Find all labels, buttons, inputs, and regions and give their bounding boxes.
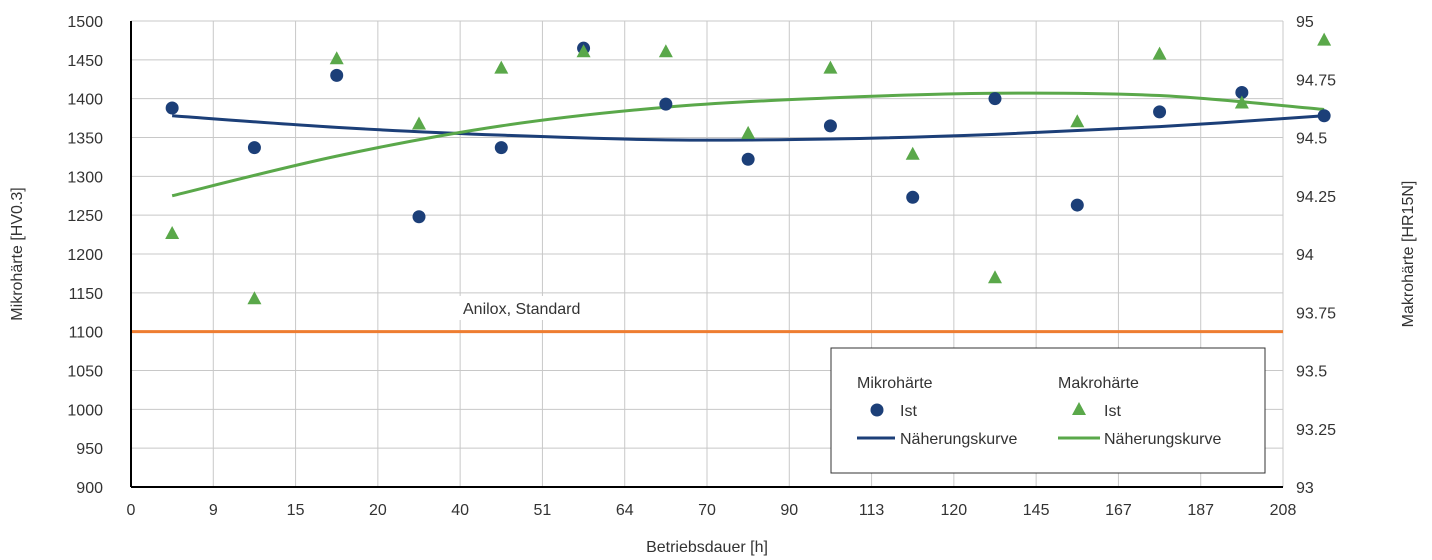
makro-data-point <box>1317 32 1332 46</box>
x-axis-ticks: 0 9 15 20 40 51 64 70 90 113 120 145 167 187 208 <box>127 502 1297 519</box>
left-y-axis-title: Mikrohärte [HV0.3] <box>9 187 26 320</box>
mikro-data-point <box>330 68 344 82</box>
x-tick-label: 51 <box>534 502 552 519</box>
left-tick-label: 1500 <box>67 14 103 31</box>
right-tick-label: 95 <box>1296 14 1314 31</box>
legend-marker-makro-ist <box>1072 402 1086 415</box>
x-tick-label: 145 <box>1023 502 1050 519</box>
makro-data-point <box>1152 46 1167 60</box>
x-tick-label: 113 <box>859 502 885 519</box>
mikro-fit-curve <box>172 114 1325 142</box>
makro-data-point <box>329 51 344 65</box>
data-points <box>165 32 1332 305</box>
mikro-data-point <box>165 101 179 115</box>
right-tick-label: 93.5 <box>1296 364 1327 381</box>
mikro-data-point <box>988 92 1002 106</box>
mikro-data-point <box>247 141 261 155</box>
right-tick-label: 94.25 <box>1296 189 1336 206</box>
x-tick-label: 120 <box>941 502 968 519</box>
right-tick-label: 93 <box>1296 480 1314 497</box>
right-tick-label: 94.5 <box>1296 131 1327 148</box>
legend-header-mikrohaerte: Mikrohärte <box>857 375 933 392</box>
reference-label-background <box>457 296 615 320</box>
left-axis-ticks: 900 950 1000 1050 1100 1150 1200 1250 1300 1350 14… <box>67 14 103 497</box>
x-tick-label: 70 <box>698 502 716 519</box>
legend-header-makrohaerte: Makrohärte <box>1058 375 1139 392</box>
reference-line-label: Anilox, Standard <box>463 301 580 318</box>
mikro-data-point <box>823 119 837 133</box>
legend: Mikrohärte Makrohärte Ist Ist Näherungsk… <box>830 347 1266 474</box>
legend-label-makro-ist: Ist <box>1104 403 1121 420</box>
makro-data-point <box>494 60 509 74</box>
left-tick-label: 1450 <box>67 53 103 70</box>
x-tick-label: 64 <box>616 502 634 519</box>
left-tick-label: 1400 <box>67 92 103 109</box>
mikro-data-point <box>1070 198 1084 212</box>
makro-data-point <box>658 44 673 58</box>
mikro-data-point <box>1153 105 1167 119</box>
legend-label-makro-curve: Näherungskurve <box>1104 431 1222 448</box>
mikro-data-point <box>741 152 755 166</box>
mikro-data-point <box>1235 85 1249 99</box>
makro-data-point <box>1070 114 1085 128</box>
right-y-axis-title: Makrohärte [HR15N] <box>1400 181 1417 328</box>
x-tick-label: 15 <box>287 502 305 519</box>
right-axis-ticks: 93 93.25 93.5 93.75 94 94.25 94.5 94.75 95 <box>1296 14 1336 497</box>
left-tick-label: 900 <box>76 480 103 497</box>
left-tick-label: 1100 <box>69 325 104 342</box>
left-tick-label: 1000 <box>67 402 103 419</box>
mikro-data-point <box>494 141 508 155</box>
makro-data-point <box>905 146 920 160</box>
x-tick-label: 187 <box>1187 502 1214 519</box>
x-tick-label: 167 <box>1105 502 1132 519</box>
left-tick-label: 1150 <box>69 286 104 303</box>
fit-curves <box>171 91 1325 198</box>
left-tick-label: 1250 <box>67 208 103 225</box>
makro-data-point <box>247 291 262 305</box>
right-tick-label: 94.75 <box>1296 72 1336 89</box>
x-tick-label: 90 <box>780 502 798 519</box>
makro-data-point <box>412 116 426 130</box>
makro-data-point <box>165 226 180 240</box>
right-tick-label: 94 <box>1296 247 1314 264</box>
left-tick-label: 1350 <box>67 131 103 148</box>
x-tick-label: 208 <box>1270 502 1297 519</box>
legend-label-mikro-ist: Ist <box>900 403 917 420</box>
legend-box <box>830 347 1266 474</box>
x-tick-label: 40 <box>451 502 469 519</box>
makro-data-point <box>1234 95 1249 109</box>
mikro-data-point <box>412 210 426 224</box>
makro-fit-curve <box>171 91 1325 198</box>
makro-data-point <box>988 270 1002 284</box>
right-tick-label: 93.25 <box>1296 422 1336 439</box>
left-tick-label: 1050 <box>67 364 103 381</box>
x-tick-label: 0 <box>127 502 136 519</box>
mikro-data-point <box>659 97 673 111</box>
mikro-data-point <box>906 190 920 204</box>
x-tick-label: 20 <box>369 502 387 519</box>
left-tick-label: 1200 <box>67 247 103 264</box>
x-tick-label: 9 <box>209 502 218 519</box>
legend-label-mikro-curve: Näherungskurve <box>900 431 1018 448</box>
makro-data-point <box>576 44 591 58</box>
makro-data-point <box>741 125 756 139</box>
left-tick-label: 1300 <box>67 169 103 186</box>
makro-data-point <box>823 60 838 74</box>
x-axis-title: Betriebsdauer [h] <box>646 539 768 556</box>
left-tick-label: 950 <box>76 441 103 458</box>
legend-marker-mikro-ist <box>870 403 884 417</box>
right-tick-label: 93.75 <box>1296 305 1336 322</box>
mikro-data-point <box>1317 109 1331 123</box>
